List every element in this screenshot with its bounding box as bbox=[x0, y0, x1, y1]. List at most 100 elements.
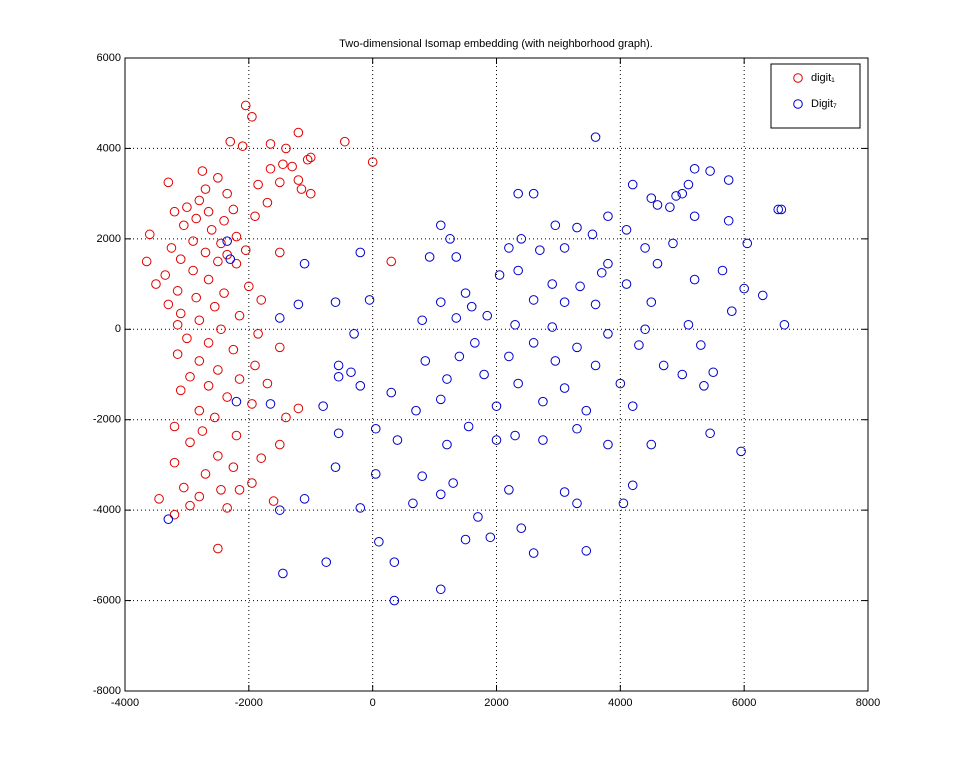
point bbox=[209, 301, 220, 312]
point bbox=[355, 247, 366, 258]
point bbox=[479, 369, 489, 380]
point bbox=[668, 238, 678, 249]
point bbox=[182, 202, 192, 213]
point bbox=[587, 229, 598, 240]
point bbox=[191, 292, 202, 303]
point bbox=[677, 188, 688, 199]
point bbox=[302, 154, 313, 165]
point bbox=[559, 383, 570, 393]
point bbox=[262, 378, 273, 389]
point bbox=[169, 421, 180, 432]
y-tick-label: -6000 bbox=[93, 594, 121, 606]
point bbox=[528, 548, 539, 558]
point bbox=[268, 496, 279, 506]
point bbox=[482, 310, 493, 321]
point bbox=[213, 543, 223, 554]
point bbox=[253, 329, 263, 339]
point bbox=[191, 213, 202, 224]
point bbox=[572, 342, 582, 353]
point bbox=[281, 412, 291, 423]
point bbox=[572, 498, 582, 509]
point bbox=[231, 231, 242, 242]
point bbox=[575, 281, 585, 292]
point bbox=[305, 152, 316, 163]
point bbox=[742, 238, 753, 249]
point bbox=[278, 568, 288, 579]
point bbox=[442, 439, 452, 450]
point bbox=[491, 401, 502, 411]
point bbox=[281, 143, 291, 154]
point bbox=[757, 290, 768, 301]
point bbox=[225, 136, 236, 147]
point bbox=[671, 191, 681, 201]
point bbox=[163, 299, 174, 310]
x-tick-label: 6000 bbox=[732, 697, 756, 709]
y-tick-label: -2000 bbox=[93, 414, 121, 426]
point bbox=[194, 405, 205, 416]
point bbox=[274, 177, 285, 188]
point bbox=[293, 299, 304, 310]
point bbox=[200, 247, 211, 258]
point bbox=[535, 245, 545, 255]
point bbox=[460, 534, 471, 545]
point bbox=[689, 274, 700, 285]
point bbox=[779, 319, 790, 330]
point bbox=[646, 439, 657, 450]
point bbox=[349, 329, 359, 339]
x-tick-label: 8000 bbox=[856, 697, 880, 709]
point bbox=[581, 405, 592, 416]
point bbox=[559, 297, 570, 307]
point bbox=[528, 295, 539, 305]
point bbox=[197, 166, 208, 176]
x-tick-label: -4000 bbox=[111, 697, 139, 709]
point bbox=[717, 265, 728, 276]
point bbox=[234, 374, 245, 384]
point bbox=[247, 111, 257, 122]
point bbox=[228, 204, 239, 215]
point bbox=[411, 405, 421, 416]
point bbox=[634, 340, 644, 350]
point bbox=[296, 184, 307, 194]
point bbox=[435, 584, 446, 595]
point bbox=[435, 297, 446, 307]
point bbox=[590, 360, 601, 371]
point bbox=[603, 211, 613, 222]
point bbox=[451, 313, 462, 323]
point bbox=[274, 247, 285, 258]
x-tick-label: 2000 bbox=[484, 697, 508, 709]
point bbox=[618, 498, 629, 509]
point bbox=[559, 243, 570, 253]
point bbox=[163, 514, 174, 524]
point bbox=[696, 340, 706, 350]
point bbox=[590, 132, 601, 142]
point bbox=[188, 236, 198, 246]
point bbox=[504, 484, 514, 495]
point bbox=[240, 245, 251, 255]
point bbox=[222, 236, 232, 246]
point bbox=[169, 457, 180, 468]
point bbox=[278, 159, 288, 170]
point bbox=[386, 387, 397, 398]
point bbox=[231, 396, 242, 407]
point bbox=[374, 536, 384, 547]
point bbox=[299, 494, 310, 504]
point bbox=[175, 308, 186, 319]
point bbox=[646, 193, 657, 203]
point bbox=[209, 412, 220, 423]
point bbox=[216, 324, 226, 335]
point bbox=[203, 274, 214, 285]
point bbox=[185, 500, 195, 511]
point bbox=[473, 512, 483, 522]
point bbox=[392, 435, 403, 445]
y-tick-label: -4000 bbox=[93, 504, 121, 516]
point bbox=[293, 127, 304, 138]
point bbox=[321, 557, 332, 567]
point bbox=[240, 100, 251, 111]
point bbox=[538, 435, 548, 445]
point bbox=[389, 557, 400, 567]
point bbox=[274, 342, 285, 353]
point bbox=[299, 258, 310, 269]
point bbox=[451, 252, 462, 262]
point bbox=[172, 319, 183, 330]
point bbox=[420, 356, 431, 366]
